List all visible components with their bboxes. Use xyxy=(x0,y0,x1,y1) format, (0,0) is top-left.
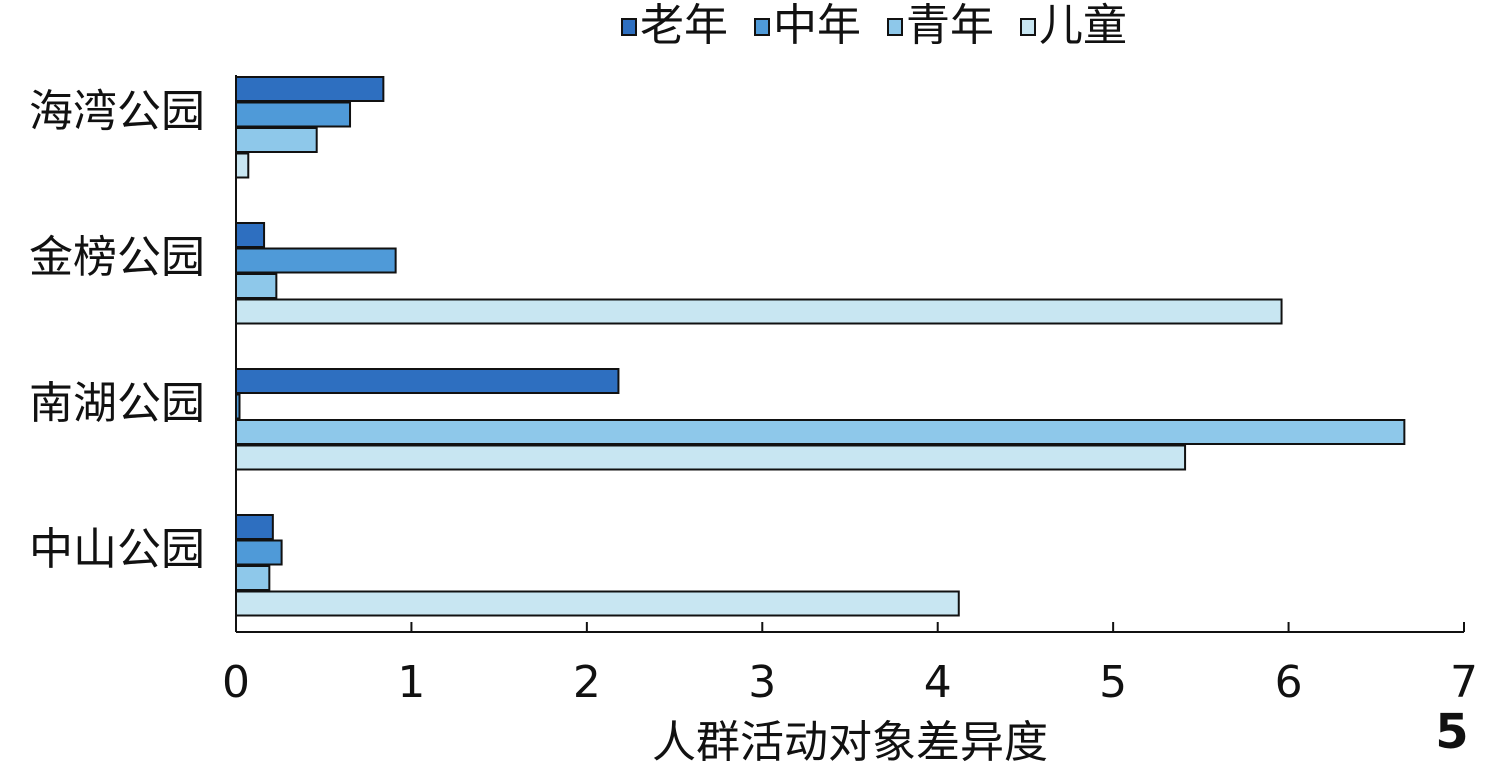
bar xyxy=(235,419,1406,445)
x-tick-label: 1 xyxy=(397,657,425,708)
bar xyxy=(235,76,385,102)
bar xyxy=(235,539,283,566)
bar xyxy=(235,368,620,394)
x-tick-label: 0 xyxy=(222,657,250,708)
x-tick-label: 7 xyxy=(1450,657,1478,708)
legend-label: 儿童 xyxy=(1039,0,1127,51)
bar xyxy=(235,222,266,248)
legend-swatch xyxy=(621,18,637,36)
y-tick-label: 金榜公园 xyxy=(29,232,205,283)
x-tick-label: 6 xyxy=(1275,657,1303,708)
legend-swatch xyxy=(887,18,903,36)
bar xyxy=(235,444,1187,471)
x-tick-label: 4 xyxy=(924,657,952,708)
legend-label: 老年 xyxy=(640,0,728,51)
legend-swatch xyxy=(754,18,770,36)
y-tick-label: 中山公园 xyxy=(29,524,205,575)
bar xyxy=(235,590,960,617)
x-tick-label: 5 xyxy=(1099,657,1127,708)
bar xyxy=(235,514,274,540)
bar xyxy=(235,247,397,274)
bar xyxy=(235,298,1283,325)
bar xyxy=(235,565,271,591)
bar xyxy=(235,273,278,299)
bar xyxy=(235,101,352,128)
bar xyxy=(235,152,250,179)
legend-label: 青年 xyxy=(906,0,994,51)
x-tick-label: 3 xyxy=(748,657,776,708)
bar xyxy=(235,127,318,153)
y-tick-label: 海湾公园 xyxy=(29,86,205,137)
y-tick-label: 南湖公园 xyxy=(29,378,205,429)
legend-label: 中年 xyxy=(773,0,861,51)
x-tick-label: 2 xyxy=(573,657,601,708)
bar xyxy=(235,393,241,420)
x-axis-title: 人群活动对象差异度 xyxy=(652,717,1048,768)
legend-swatch xyxy=(1020,18,1036,36)
panel-label: 5 xyxy=(1435,704,1468,760)
